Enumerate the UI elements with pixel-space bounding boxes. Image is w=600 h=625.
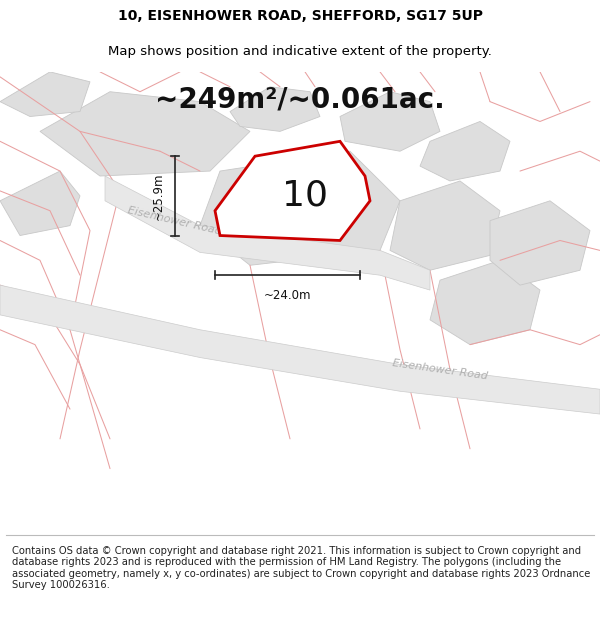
Text: 10, EISENHOWER ROAD, SHEFFORD, SG17 5UP: 10, EISENHOWER ROAD, SHEFFORD, SG17 5UP <box>118 9 482 22</box>
Polygon shape <box>105 176 430 290</box>
Polygon shape <box>200 151 400 265</box>
Text: ~25.9m: ~25.9m <box>152 172 165 219</box>
Text: ~24.0m: ~24.0m <box>264 289 311 301</box>
Text: Contains OS data © Crown copyright and database right 2021. This information is : Contains OS data © Crown copyright and d… <box>12 546 590 591</box>
Polygon shape <box>215 141 370 241</box>
Polygon shape <box>0 72 90 116</box>
Polygon shape <box>340 92 440 151</box>
Polygon shape <box>390 181 500 270</box>
Text: Eisenhower Road: Eisenhower Road <box>127 205 223 236</box>
Polygon shape <box>420 121 510 181</box>
Polygon shape <box>0 171 80 236</box>
Text: 10: 10 <box>282 179 328 213</box>
Polygon shape <box>430 261 540 344</box>
Polygon shape <box>490 201 590 285</box>
Text: Eisenhower Road: Eisenhower Road <box>392 357 488 381</box>
Polygon shape <box>230 87 320 131</box>
Polygon shape <box>40 92 250 176</box>
Polygon shape <box>0 285 600 414</box>
Text: ~249m²/~0.061ac.: ~249m²/~0.061ac. <box>155 86 445 114</box>
Text: Map shows position and indicative extent of the property.: Map shows position and indicative extent… <box>108 45 492 58</box>
